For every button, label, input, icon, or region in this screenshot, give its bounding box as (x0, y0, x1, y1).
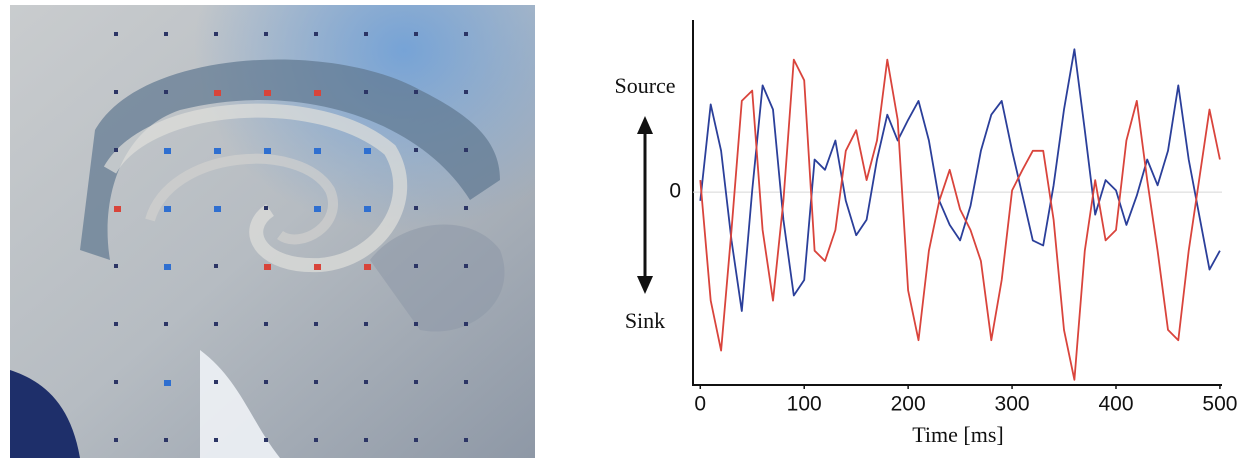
electrode-dot (114, 322, 118, 326)
electrode-dot (114, 438, 118, 442)
electrode-dot (414, 264, 418, 268)
electrode-dot (314, 148, 321, 154)
electrode-dot (264, 32, 268, 36)
electrode-dot (364, 438, 368, 442)
electrode-dot (364, 206, 371, 212)
x-tick-label: 300 (995, 393, 1030, 416)
x-tick-label: 500 (1202, 393, 1237, 416)
electrode-dot (464, 380, 468, 384)
electrode-dot (464, 438, 468, 442)
electrode-dot (164, 380, 171, 386)
electrode-dot (314, 322, 318, 326)
electrode-dot (214, 32, 218, 36)
electrode-dot (214, 206, 221, 212)
electrode-dot (314, 32, 318, 36)
electrode-dot (364, 90, 368, 94)
electrode-dot (264, 206, 268, 210)
series-line (699, 48, 1221, 312)
electrode-dot (264, 90, 271, 96)
electrode-dot (314, 264, 321, 270)
electrode-dot (414, 206, 418, 210)
electrode-dot (464, 264, 468, 268)
tissue-image (10, 5, 535, 458)
double-arrow (637, 116, 653, 294)
electrode-dot (414, 32, 418, 36)
annotation: Source (614, 73, 675, 98)
x-tick-label: 100 (787, 393, 822, 416)
annotation: Sink (625, 308, 665, 333)
x-tick-label: 400 (1098, 393, 1133, 416)
electrode-dot (164, 322, 168, 326)
electrode-dot (264, 438, 268, 442)
electrode-dot (464, 32, 468, 36)
electrode-dot (164, 264, 171, 270)
x-tick-label: 0 (694, 393, 706, 416)
electrode-dot (214, 322, 218, 326)
x-axis-label: Time [ms] (912, 422, 1003, 447)
electrode-dot (364, 32, 368, 36)
electrode-dot (314, 90, 321, 96)
x-tick-label: 200 (891, 393, 926, 416)
electrode-dot (164, 206, 171, 212)
electrode-dot (164, 32, 168, 36)
electrode-dot (114, 206, 121, 212)
electrode-dot (114, 32, 118, 36)
electrode-dot (364, 322, 368, 326)
electrode-dot (414, 148, 418, 152)
series-line (699, 58, 1221, 381)
electrode-dot (214, 264, 218, 268)
y-tick-label: 0 (669, 180, 681, 203)
electrode-dot (364, 264, 371, 270)
electrode-dot (264, 148, 271, 154)
electrode-dot (414, 380, 418, 384)
electrode-dot (114, 148, 118, 152)
electrode-dot (464, 90, 468, 94)
electrode-dot (464, 148, 468, 152)
electrode-dot (464, 206, 468, 210)
electrode-dot (314, 438, 318, 442)
electrode-dot (164, 148, 171, 154)
electrode-dot (414, 90, 418, 94)
electrode-dot (264, 380, 268, 384)
electrode-dot (164, 90, 168, 94)
electrode-dot (314, 380, 318, 384)
electrode-dot (214, 380, 218, 384)
electrode-dot (214, 90, 221, 96)
electrode-dot (214, 148, 221, 154)
electrode-dot (164, 438, 168, 442)
electrode-dot (414, 438, 418, 442)
electrode-dot (114, 380, 118, 384)
electrode-dot (264, 322, 268, 326)
electrode-dot (114, 264, 118, 268)
electrode-dot (364, 148, 371, 154)
electrode-dot (214, 438, 218, 442)
electrode-dot (464, 322, 468, 326)
electrode-dot (414, 322, 418, 326)
electrode-dot (314, 206, 321, 212)
electrode-dot (364, 380, 368, 384)
electrode-dot (264, 264, 271, 270)
electrode-dot (114, 90, 118, 94)
